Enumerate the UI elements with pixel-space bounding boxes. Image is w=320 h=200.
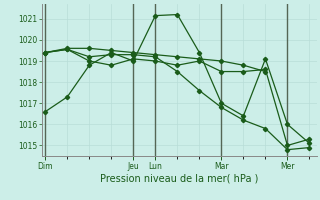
X-axis label: Pression niveau de la mer( hPa ): Pression niveau de la mer( hPa ) — [100, 173, 258, 183]
